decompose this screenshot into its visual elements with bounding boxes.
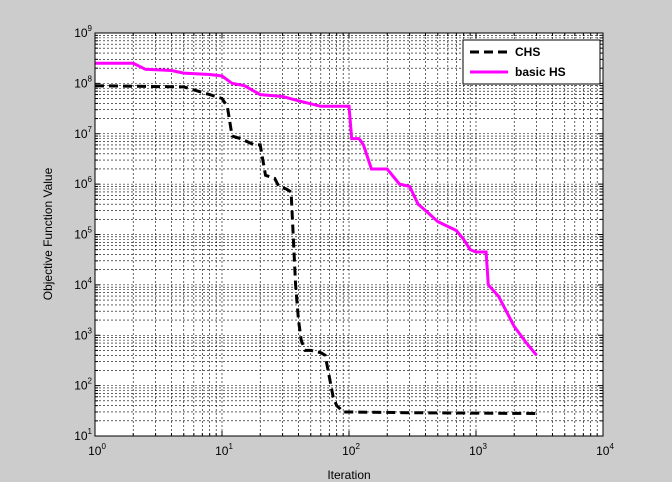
y-tick-label: 107 [74,125,92,141]
y-tick-label: 102 [74,377,92,393]
y-tick-label: 109 [74,24,92,40]
y-tick-label: 103 [74,326,92,342]
y-tick-label: 104 [74,276,92,292]
legend-box [462,39,601,85]
grid-lines [95,33,603,436]
y-tick-label: 108 [74,74,92,90]
axis-ticks [94,32,604,437]
x-tick-label: 100 [88,442,106,458]
x-tick-label: 104 [596,442,614,458]
x-axis-label: Iteration [327,468,370,482]
y-axis-label: Objective Function Value [41,167,55,300]
x-tick-label: 101 [215,442,233,458]
series-line-chs [94,84,537,415]
y-tick-label: 101 [74,427,92,443]
y-tick-label: 105 [74,226,92,242]
series-line-basic-hs [95,61,538,357]
legend-label-basic-hs: basic HS [515,65,566,79]
x-tick-label: 102 [342,442,360,458]
x-tick-label: 103 [469,442,487,458]
tick-labels: 100 101 102 103 1041011021031041051061071081… [74,24,614,458]
legend: CHS basic HS [462,39,601,85]
legend-label-chs: CHS [515,45,540,59]
y-tick-label: 106 [74,175,92,191]
plot-lines [94,61,538,415]
